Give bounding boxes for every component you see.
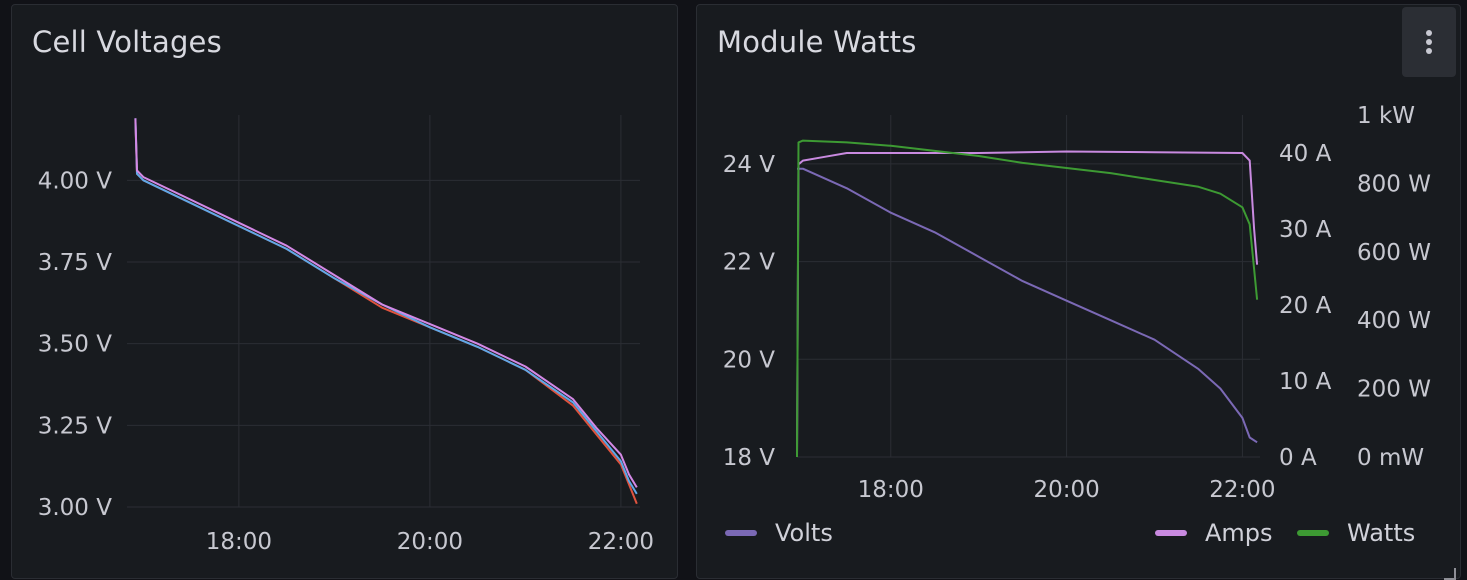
x-tick-label: 20:00	[397, 529, 463, 555]
legend-item-amps[interactable]: Amps	[1155, 519, 1273, 547]
amps-tick-label: 10 A	[1279, 369, 1332, 395]
x-tick-label: 18:00	[858, 477, 924, 503]
panel-title: Cell Voltages	[32, 25, 222, 59]
cell-series-line-1	[134, 121, 638, 505]
watts-tick-label: 200 W	[1357, 377, 1431, 403]
legend-label-amps: Amps	[1205, 519, 1273, 547]
watts-tick-label: 800 W	[1357, 171, 1431, 197]
watts-tick-label: 600 W	[1357, 240, 1431, 266]
cell-series-line-3	[134, 118, 638, 488]
legend-item-watts[interactable]: Watts	[1297, 519, 1415, 547]
module-watts-chart: 24 V 22 V 20 V 18 V 40 A 30 A 20 A 10 A 0 A 1 kW 8…	[723, 103, 1431, 503]
x-tick-label: 18:00	[206, 529, 272, 555]
series-line-volts	[797, 167, 1258, 444]
series-line-amps	[796, 150, 1259, 458]
x-tick-label: 22:00	[588, 529, 654, 555]
cell-series-line-2	[134, 118, 638, 495]
x-tick-label: 20:00	[1033, 477, 1099, 503]
volts-tick-label: 22 V	[723, 250, 776, 276]
legend-label-watts: Watts	[1347, 519, 1416, 547]
volts-tick-label: 24 V	[723, 152, 776, 178]
y-tick-label: 4.00 V	[38, 168, 113, 194]
y-tick-label: 3.25 V	[38, 413, 113, 439]
watts-tick-label: 0 mW	[1357, 445, 1424, 471]
y-tick-label: 3.75 V	[38, 250, 113, 276]
cell-voltages-chart: 4.00 V 3.75 V 3.50 V 3.25 V 3.00 V 18:00 20:00…	[38, 115, 654, 555]
legend-label-volts: Volts	[775, 519, 833, 547]
watts-tick-label: 1 kW	[1357, 103, 1415, 129]
cell-voltages-panel: Cell Voltages 4.00 V 3.75 V 3.50 V 3.25 V 3.…	[11, 4, 678, 579]
volts-tick-label: 18 V	[723, 445, 776, 471]
module-watts-panel: Module Watts 24 V 22 V 20 V 18 V 40 A 30 A 20 …	[696, 4, 1461, 580]
panel-menu-button[interactable]	[1402, 7, 1456, 77]
legend-swatch-volts	[725, 530, 757, 536]
series-line-watts	[796, 139, 1259, 458]
watts-tick-label: 400 W	[1357, 308, 1431, 334]
legend-swatch-amps	[1155, 530, 1187, 536]
amps-tick-label: 20 A	[1279, 293, 1332, 319]
legend-swatch-watts	[1297, 530, 1329, 536]
amps-tick-label: 40 A	[1279, 141, 1332, 167]
y-tick-label: 3.50 V	[38, 332, 113, 358]
panel-title: Module Watts	[717, 25, 917, 59]
y-tick-label: 3.00 V	[38, 495, 113, 521]
volts-tick-label: 20 V	[723, 347, 776, 373]
amps-tick-label: 30 A	[1279, 217, 1332, 243]
resize-handle-icon[interactable]	[1444, 568, 1456, 580]
legend-item-volts[interactable]: Volts	[725, 519, 833, 547]
x-tick-label: 22:00	[1209, 477, 1275, 503]
amps-tick-label: 0 A	[1279, 445, 1317, 471]
